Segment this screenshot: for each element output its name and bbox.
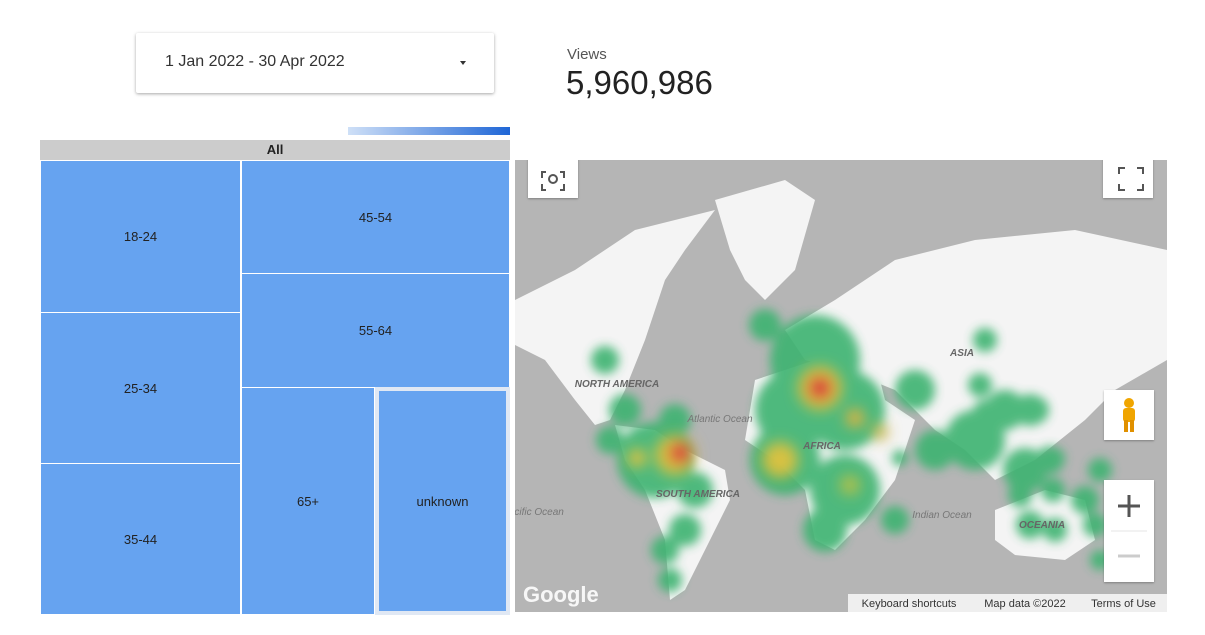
dropdown-caret bbox=[460, 61, 466, 65]
google-logo: Google bbox=[523, 582, 599, 607]
map-footer: Keyboard shortcuts Map data ©2022 Terms of… bbox=[848, 594, 1167, 612]
map-label: ASIA bbox=[949, 348, 974, 359]
map-label: SOUTH AMERICA bbox=[656, 489, 740, 500]
treemap-cell[interactable]: 65+ bbox=[241, 387, 375, 615]
footer-bg bbox=[848, 594, 970, 612]
map-labels: NORTH AMERICA Atlantic Ocean AFRICA ASIA SOU… bbox=[515, 348, 1065, 531]
map-label: OCEANIA bbox=[1019, 520, 1065, 531]
heat-layer bbox=[591, 309, 1112, 592]
footer-bg bbox=[970, 594, 1080, 612]
map-label: Atlantic Ocean bbox=[686, 414, 752, 425]
footer-bg bbox=[1080, 594, 1167, 612]
recenter-button[interactable] bbox=[528, 160, 578, 198]
heatmap-map: NORTH AMERICA Atlantic Ocean AFRICA ASIA SOU… bbox=[515, 160, 1167, 612]
zoom-control[interactable] bbox=[1104, 480, 1154, 582]
date-range-picker[interactable]: 1 Jan 2022 - 30 Apr 2022 bbox=[136, 33, 494, 93]
treemap-cell[interactable]: 25-34 bbox=[40, 312, 241, 464]
map-label: NORTH AMERICA bbox=[575, 379, 659, 390]
fullscreen-button[interactable] bbox=[1103, 160, 1153, 198]
color-legend bbox=[348, 127, 510, 135]
map-label: Indian Ocean bbox=[912, 510, 972, 521]
footer-link[interactable]: Map data ©2022 bbox=[984, 598, 1066, 610]
treemap-cell[interactable]: 45-54 bbox=[241, 160, 510, 274]
treemap-cell[interactable]: unknown bbox=[375, 387, 510, 615]
scorecard-value: 5,960,986 bbox=[566, 64, 713, 101]
map-label: AFRICA bbox=[802, 441, 841, 452]
footer-link[interactable]: Keyboard shortcuts bbox=[862, 598, 957, 610]
treemap-cell[interactable]: 18-24 bbox=[40, 160, 241, 313]
treemap-cell[interactable]: 55-64 bbox=[241, 273, 510, 388]
treemap-cell[interactable]: 35-44 bbox=[40, 463, 241, 615]
date-range-text: 1 Jan 2022 - 30 Apr 2022 bbox=[165, 53, 345, 70]
footer-link[interactable]: Terms of Use bbox=[1091, 598, 1156, 610]
treemap-root[interactable]: All bbox=[40, 140, 510, 160]
scorecard-label: Views bbox=[567, 46, 607, 63]
street-view-pegman[interactable] bbox=[1104, 390, 1154, 440]
map-label: Pacific Ocean bbox=[515, 507, 564, 518]
